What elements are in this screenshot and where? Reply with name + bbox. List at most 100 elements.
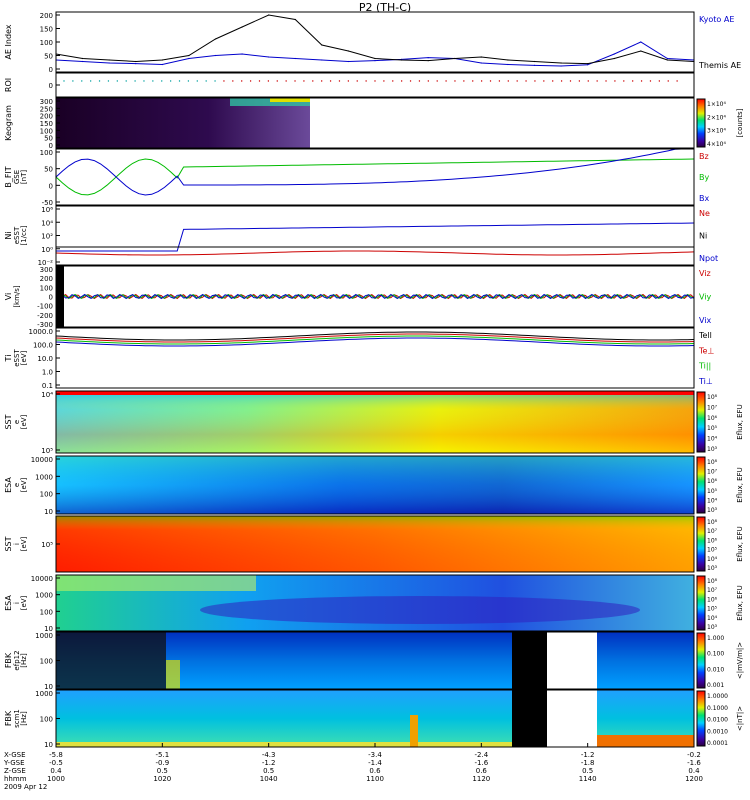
yunit-esa_i: i	[13, 602, 21, 604]
ytick-ti: 0.1	[42, 382, 53, 390]
colorbar-tick-fbk_b: 1.0000	[707, 693, 728, 700]
colorbar-tick-sst_i: 10⁷	[707, 528, 718, 535]
ytick-ni: 10⁻²	[38, 259, 54, 267]
yunit-fbk_e: efp12	[13, 650, 21, 670]
time-tick-xgse: -1.2	[581, 751, 595, 759]
yunit-sst_i: i	[13, 543, 21, 545]
colorbar-label-sst_i: Eflux, EFU	[736, 526, 744, 561]
legend-ni-2: Npot	[699, 254, 718, 263]
roi-dot	[400, 80, 403, 82]
roi-dot	[543, 80, 545, 82]
panel-frame-esa_i	[55, 574, 695, 632]
roi-dot	[107, 80, 110, 82]
time-tick-zgse: 0.4	[688, 767, 700, 775]
panel-frame-roi	[55, 72, 695, 98]
ytick-keogram: 100	[40, 127, 53, 135]
panel-frame-bfit	[55, 148, 695, 206]
ytick-esa_e: 10	[44, 508, 53, 516]
ytick-ae: 150	[40, 26, 53, 34]
colorbar-label-esa_i: Eflux, EFU	[736, 585, 744, 620]
time-tick-ygse: -1.4	[368, 759, 382, 767]
ae-point	[454, 57, 456, 60]
ytick-esa_i: 10	[44, 625, 53, 633]
ytick-keogram: 150	[40, 120, 53, 128]
roi-dot	[143, 80, 145, 82]
colorbar-keogram	[696, 98, 706, 148]
ytick-ni: 10⁰	[41, 246, 53, 254]
ae-point	[587, 64, 589, 66]
roi-dot	[640, 80, 643, 82]
roi-dot	[98, 80, 101, 82]
yunit-esa_e: [eV]	[20, 477, 28, 492]
roi-dot	[152, 80, 154, 82]
time-tick-xgse: -4.3	[262, 751, 276, 759]
colorbar-tick-sst_e: 10⁵	[707, 425, 718, 432]
ae-line-0	[55, 41, 695, 67]
roi-dot	[658, 80, 661, 82]
ae-point	[347, 50, 350, 52]
time-tick-ygse: -1.2	[262, 759, 276, 767]
ae-point	[81, 57, 84, 60]
ti-line-2	[55, 335, 695, 345]
ytick-ae: 50	[44, 53, 53, 61]
roi-dot	[472, 80, 474, 82]
colorbar-sst_i	[696, 516, 706, 572]
colorbar-tick-sst_e: 10⁷	[707, 404, 718, 411]
ytick-ni: 10⁶	[41, 206, 53, 214]
colorbar-label-fbk_e: <|mV/m|>	[736, 642, 744, 679]
fbk-bfield-heatmap	[56, 690, 694, 747]
roi-dot	[329, 80, 332, 82]
roi-dot	[436, 80, 438, 82]
roi-dot	[649, 80, 652, 82]
roi-dot	[667, 80, 669, 82]
ytick-esa_e: 10000	[31, 456, 53, 464]
ae-point	[135, 63, 137, 65]
ae-point	[480, 62, 482, 64]
ae-point	[268, 14, 270, 16]
roi-dot	[134, 80, 136, 82]
time-tick-zgse: 0.4	[50, 767, 62, 775]
ylabel-keogram: Keogram	[4, 105, 13, 141]
legend-ae-1: Themis AE	[698, 61, 741, 70]
legend-bfit-1: By	[699, 173, 709, 182]
ytick-keogram: 50	[44, 135, 53, 143]
ae-point	[480, 56, 482, 58]
yunit-bfit: GSE	[13, 170, 21, 184]
legend-vi-0: Viz	[699, 269, 711, 278]
roi-dot	[605, 80, 607, 82]
time-tick-zgse: 0.6	[476, 767, 488, 775]
ae-point	[347, 60, 350, 63]
ytick-keogram: 250	[40, 105, 53, 113]
yunit-ni: [1/cc]	[20, 225, 28, 245]
roi-dot	[480, 80, 483, 82]
ae-point	[666, 57, 669, 60]
roi-dot	[427, 80, 430, 82]
ytick-vi: 0	[49, 294, 53, 302]
roi-dot	[187, 80, 190, 82]
panel-frame-ti	[55, 327, 695, 389]
time-axis-row-label: 2009 Apr 12	[4, 783, 47, 791]
roi-dot	[587, 80, 589, 82]
panel-frame-fbk_e	[55, 631, 695, 690]
fbk-efield-heatmap	[56, 632, 694, 689]
ti-line-1	[55, 333, 695, 343]
ytick-vi: 200	[40, 275, 53, 283]
colorbar-tick-esa_e: 10⁸	[707, 459, 718, 466]
colorbar-tick-fbk_b: 0.0001	[707, 740, 728, 747]
panel-frame-sst_e	[55, 390, 695, 454]
yunit-bfit: [nT]	[20, 170, 28, 184]
legend-ni-0: Ne	[699, 209, 710, 218]
panel-frame-esa_e	[55, 455, 695, 515]
ae-point	[188, 54, 190, 57]
roi-dot	[89, 80, 92, 82]
yunit-fbk_b: [Hz]	[20, 711, 28, 726]
ytick-fbk_b: 1000	[35, 690, 53, 698]
ytick-fbk_e: 100	[40, 658, 53, 666]
keogram-heatmap	[56, 98, 310, 148]
time-tick-xgse: -5.1	[155, 751, 169, 759]
ytick-sst_e: 10⁴	[41, 391, 53, 399]
ae-point	[294, 57, 296, 60]
colorbar-tick-esa_i: 10⁶	[707, 596, 718, 603]
roi-dot	[534, 80, 536, 82]
